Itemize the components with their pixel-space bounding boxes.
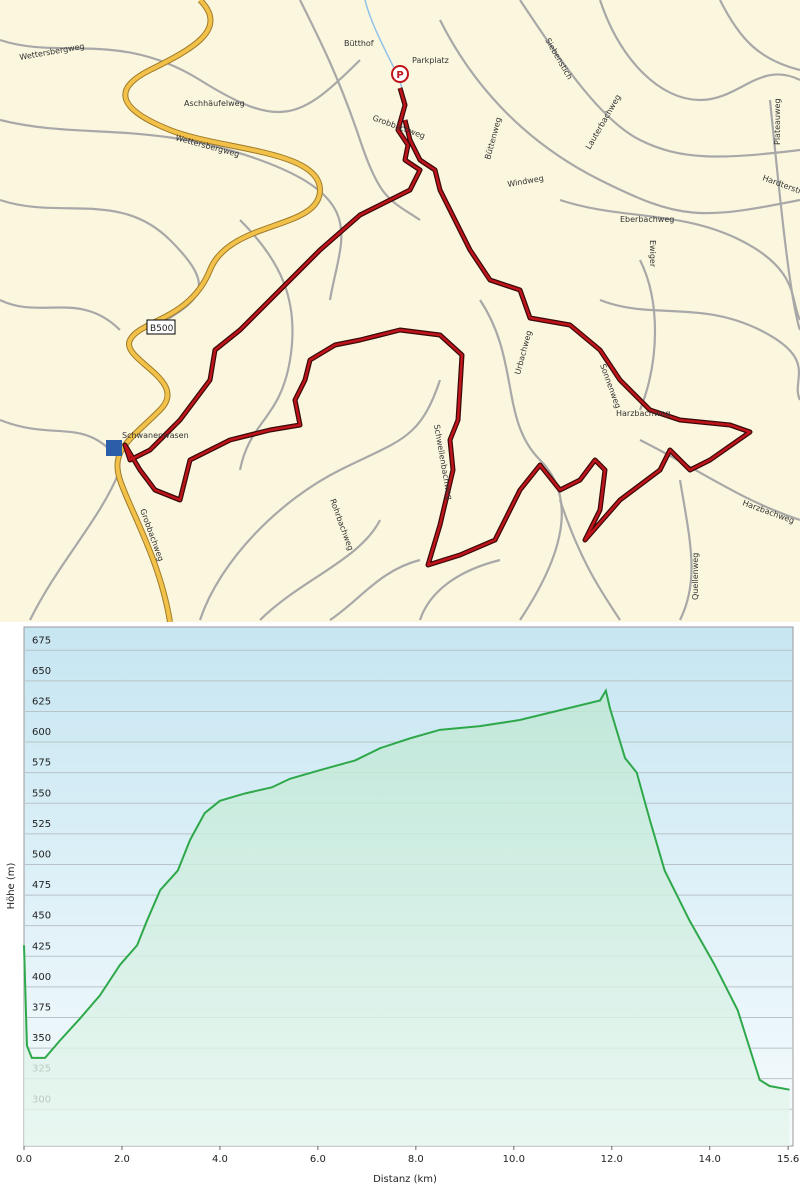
restaurant-icon xyxy=(106,440,122,456)
map-label: Bütthof xyxy=(344,39,374,48)
x-tick-label: 12.0 xyxy=(601,1154,623,1165)
x-axis-title: Distanz (km) xyxy=(373,1174,437,1185)
y-tick-label: 550 xyxy=(32,788,51,799)
y-tick-label: 675 xyxy=(32,635,51,646)
map-label: B500 xyxy=(150,324,174,334)
x-tick-label: 10.0 xyxy=(503,1154,525,1165)
y-axis-title: Höhe (m) xyxy=(6,862,17,909)
map: P Bütthof Parkplatz Aschhäufelweg Wetter… xyxy=(0,0,800,622)
y-tick-label: 475 xyxy=(32,880,51,891)
y-tick-label: 525 xyxy=(32,819,51,830)
y-tick-label: 600 xyxy=(32,727,51,738)
line xyxy=(23,688,790,1091)
x-tick-label: 4.0 xyxy=(212,1154,228,1165)
parking-icon xyxy=(391,65,409,83)
y-tick-label: 375 xyxy=(32,1002,51,1013)
map-label: Ewiger xyxy=(648,240,657,268)
b500-road xyxy=(115,0,323,622)
x-tick-label: 15.6 xyxy=(777,1154,799,1165)
road-shield xyxy=(146,319,176,335)
y-tick-label: 650 xyxy=(32,666,51,677)
map-label: Aschhäufelweg xyxy=(184,99,245,108)
x-tick-label: 6.0 xyxy=(310,1154,326,1165)
y-tick-label: 575 xyxy=(32,758,51,769)
y-tick-label: 400 xyxy=(32,972,51,983)
elevation-chart: Höhe (m) Distanz (km) 300325350375400425… xyxy=(6,626,799,1185)
map-label: Eberbachweg xyxy=(620,215,674,224)
map-label: Schwanenwasen xyxy=(122,431,189,440)
map-label: Plateauweg xyxy=(773,98,782,145)
parking-icon-letter: P xyxy=(396,70,403,81)
map-label: Parkplatz xyxy=(412,56,449,65)
route xyxy=(123,87,752,567)
x-tick-label: 2.0 xyxy=(114,1154,130,1165)
x-tick-label: 14.0 xyxy=(699,1154,721,1165)
x-tick-label: 0.0 xyxy=(16,1154,32,1165)
y-tick-label: 350 xyxy=(32,1033,51,1044)
y-tick-label: 625 xyxy=(32,696,51,707)
y-tick-label: 425 xyxy=(32,941,51,952)
y-tick-label: 450 xyxy=(32,911,51,922)
map-label: Harzbachweg xyxy=(616,409,670,418)
x-tick-label: 8.0 xyxy=(408,1154,424,1165)
y-tick-label: 500 xyxy=(32,849,51,860)
map-label: Quellenweg xyxy=(691,553,700,600)
